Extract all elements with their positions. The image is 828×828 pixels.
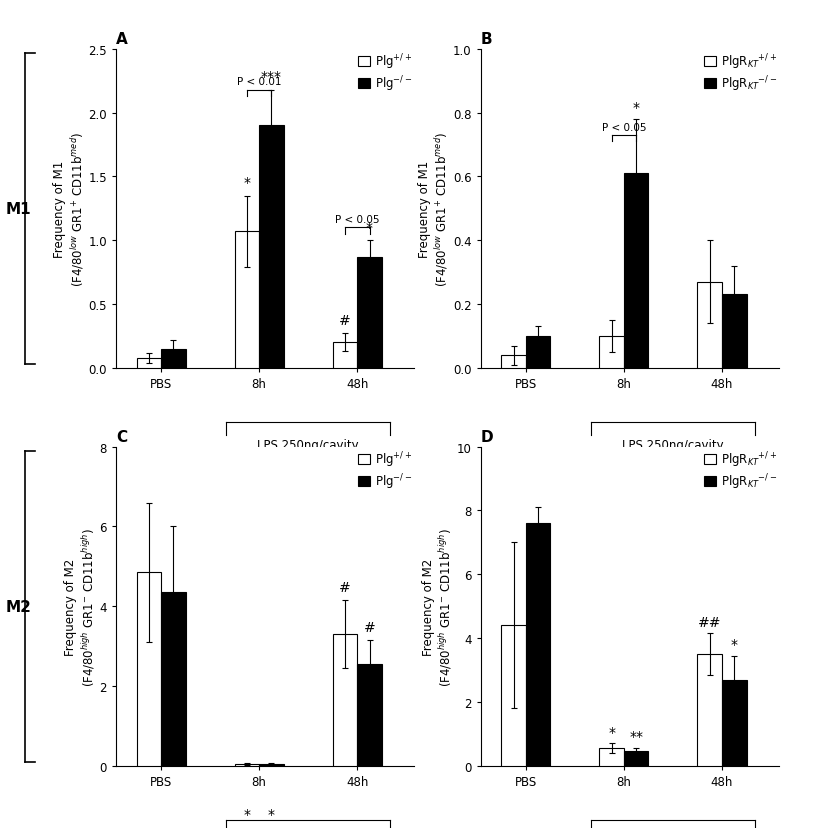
Bar	[161, 593, 185, 766]
Bar	[501, 626, 525, 766]
Text: P < 0.05: P < 0.05	[601, 123, 645, 132]
Legend: Plg$^{+/+}$, Plg$^{-/-}$: Plg$^{+/+}$, Plg$^{-/-}$	[358, 52, 412, 94]
Text: P < 0.05: P < 0.05	[335, 215, 379, 225]
Bar	[525, 336, 550, 368]
Bar	[161, 349, 185, 368]
Text: *: *	[730, 638, 737, 651]
Text: B: B	[480, 32, 492, 47]
Text: *: *	[243, 807, 250, 821]
Text: ***: ***	[261, 70, 282, 84]
Bar	[137, 359, 161, 368]
Text: #: #	[339, 580, 350, 595]
Bar	[623, 752, 647, 766]
Text: *: *	[243, 176, 250, 190]
Bar	[696, 654, 721, 766]
Bar	[721, 295, 746, 368]
Bar	[623, 174, 647, 368]
Text: M2: M2	[5, 599, 31, 614]
Bar	[599, 336, 623, 368]
Bar	[332, 343, 357, 368]
Bar	[357, 258, 382, 368]
Y-axis label: Frequency of M1
(F4/80$^{low}$ GR1$^{+}$ CD11b$^{med}$): Frequency of M1 (F4/80$^{low}$ GR1$^{+}$…	[53, 132, 85, 286]
Text: M1: M1	[6, 201, 31, 217]
Bar	[234, 232, 259, 368]
Bar	[234, 764, 259, 766]
Bar	[259, 764, 283, 766]
Text: *: *	[366, 220, 373, 234]
Text: *: *	[632, 101, 639, 115]
Y-axis label: Frequency of M2
(F4/80$^{high}$ GR1$^{-}$ CD11b$^{high}$): Frequency of M2 (F4/80$^{high}$ GR1$^{-}…	[64, 527, 97, 686]
Legend: Plg$^{+/+}$, Plg$^{-/-}$: Plg$^{+/+}$, Plg$^{-/-}$	[358, 450, 412, 491]
Legend: PlgR$_{KT}$$^{+/+}$, PlgR$_{KT}$$^{-/-}$: PlgR$_{KT}$$^{+/+}$, PlgR$_{KT}$$^{-/-}$	[703, 450, 776, 491]
Text: A: A	[116, 32, 128, 47]
Text: C: C	[116, 430, 127, 445]
Bar	[721, 680, 746, 766]
Text: P < 0.01: P < 0.01	[237, 77, 281, 87]
Text: D: D	[480, 430, 493, 445]
Bar	[357, 664, 382, 766]
Legend: PlgR$_{KT}$$^{+/+}$, PlgR$_{KT}$$^{-/-}$: PlgR$_{KT}$$^{+/+}$, PlgR$_{KT}$$^{-/-}$	[703, 52, 776, 94]
Bar	[259, 126, 283, 368]
Bar	[599, 749, 623, 766]
Bar	[696, 282, 721, 368]
Text: **: **	[628, 729, 643, 744]
Text: ##: ##	[697, 615, 720, 628]
Bar	[525, 523, 550, 766]
Y-axis label: Frequency of M1
(F4/80$^{low}$ GR1$^{+}$ CD11b$^{med}$): Frequency of M1 (F4/80$^{low}$ GR1$^{+}$…	[417, 132, 450, 286]
Text: *: *	[608, 724, 614, 739]
Text: #: #	[363, 620, 375, 634]
Bar	[501, 356, 525, 368]
Bar	[332, 634, 357, 766]
Text: #: #	[339, 314, 350, 328]
Bar	[137, 573, 161, 766]
Text: LPS 250ng/cavity: LPS 250ng/cavity	[257, 439, 359, 451]
Y-axis label: Frequency of M2
(F4/80$^{high}$ GR1$^{-}$ CD11b$^{high}$): Frequency of M2 (F4/80$^{high}$ GR1$^{-}…	[421, 527, 454, 686]
Text: *: *	[267, 807, 275, 821]
Text: LPS 250ng/cavity: LPS 250ng/cavity	[621, 439, 723, 451]
